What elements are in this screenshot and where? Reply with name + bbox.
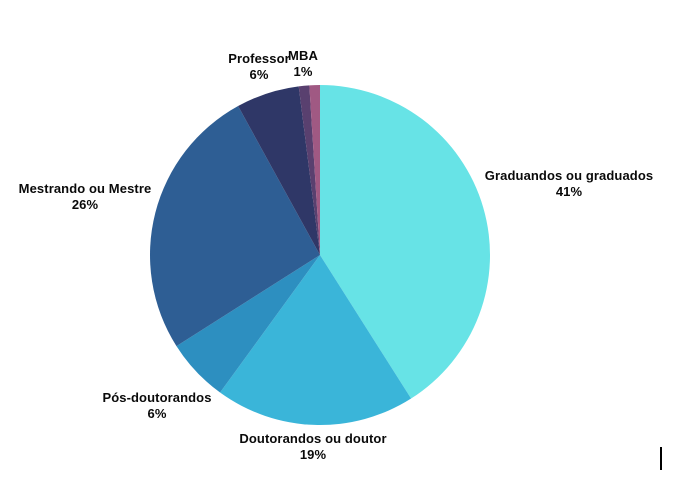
slice-label-pct: 6% [249, 67, 269, 82]
slice-label-pct: 41% [555, 184, 583, 199]
slice-label-text: Professor [228, 51, 290, 66]
slice-label-text: Mestrando ou Mestre [18, 181, 152, 196]
slice-label-professor: Professor 6% [228, 51, 290, 83]
slice-label-text: MBA [288, 48, 318, 63]
slice-label-pct: 6% [147, 406, 167, 421]
pie-slice-p-s-doutorandos[interactable] [176, 255, 320, 393]
slice-label-pos-doutorandos: Pós-doutorandos 6% [102, 390, 211, 422]
slice-label-mestrando: Mestrando ou Mestre 26% [19, 181, 152, 213]
slice-label-text: Pós-doutorandos [102, 390, 212, 405]
pie-slice-graduandos-ou-graduados[interactable] [320, 85, 491, 399]
slice-label-pct: 1% [293, 64, 313, 79]
slice-label-pct: 26% [71, 197, 99, 212]
pie-slice-doutorandos-ou-doutor[interactable] [220, 255, 412, 425]
slice-label-pct: 19% [299, 447, 327, 462]
slice-label-graduandos: Graduandos ou graduados 41% [485, 168, 653, 200]
slice-label-text: Doutorandos ou doutor [239, 431, 387, 446]
slice-label-mba: MBA 1% [288, 48, 318, 80]
slice-label-text: Graduandos ou graduados [484, 168, 654, 183]
text-cursor [660, 447, 662, 470]
pie-slice-professor[interactable] [238, 86, 320, 255]
slice-label-doutorandos: Doutorandos ou doutor 19% [239, 431, 386, 463]
pie-slice-unlabeled[interactable] [309, 85, 320, 255]
pie-slice-mestrando-ou-mestre[interactable] [149, 106, 320, 347]
pie-slice-mba[interactable] [298, 85, 320, 255]
